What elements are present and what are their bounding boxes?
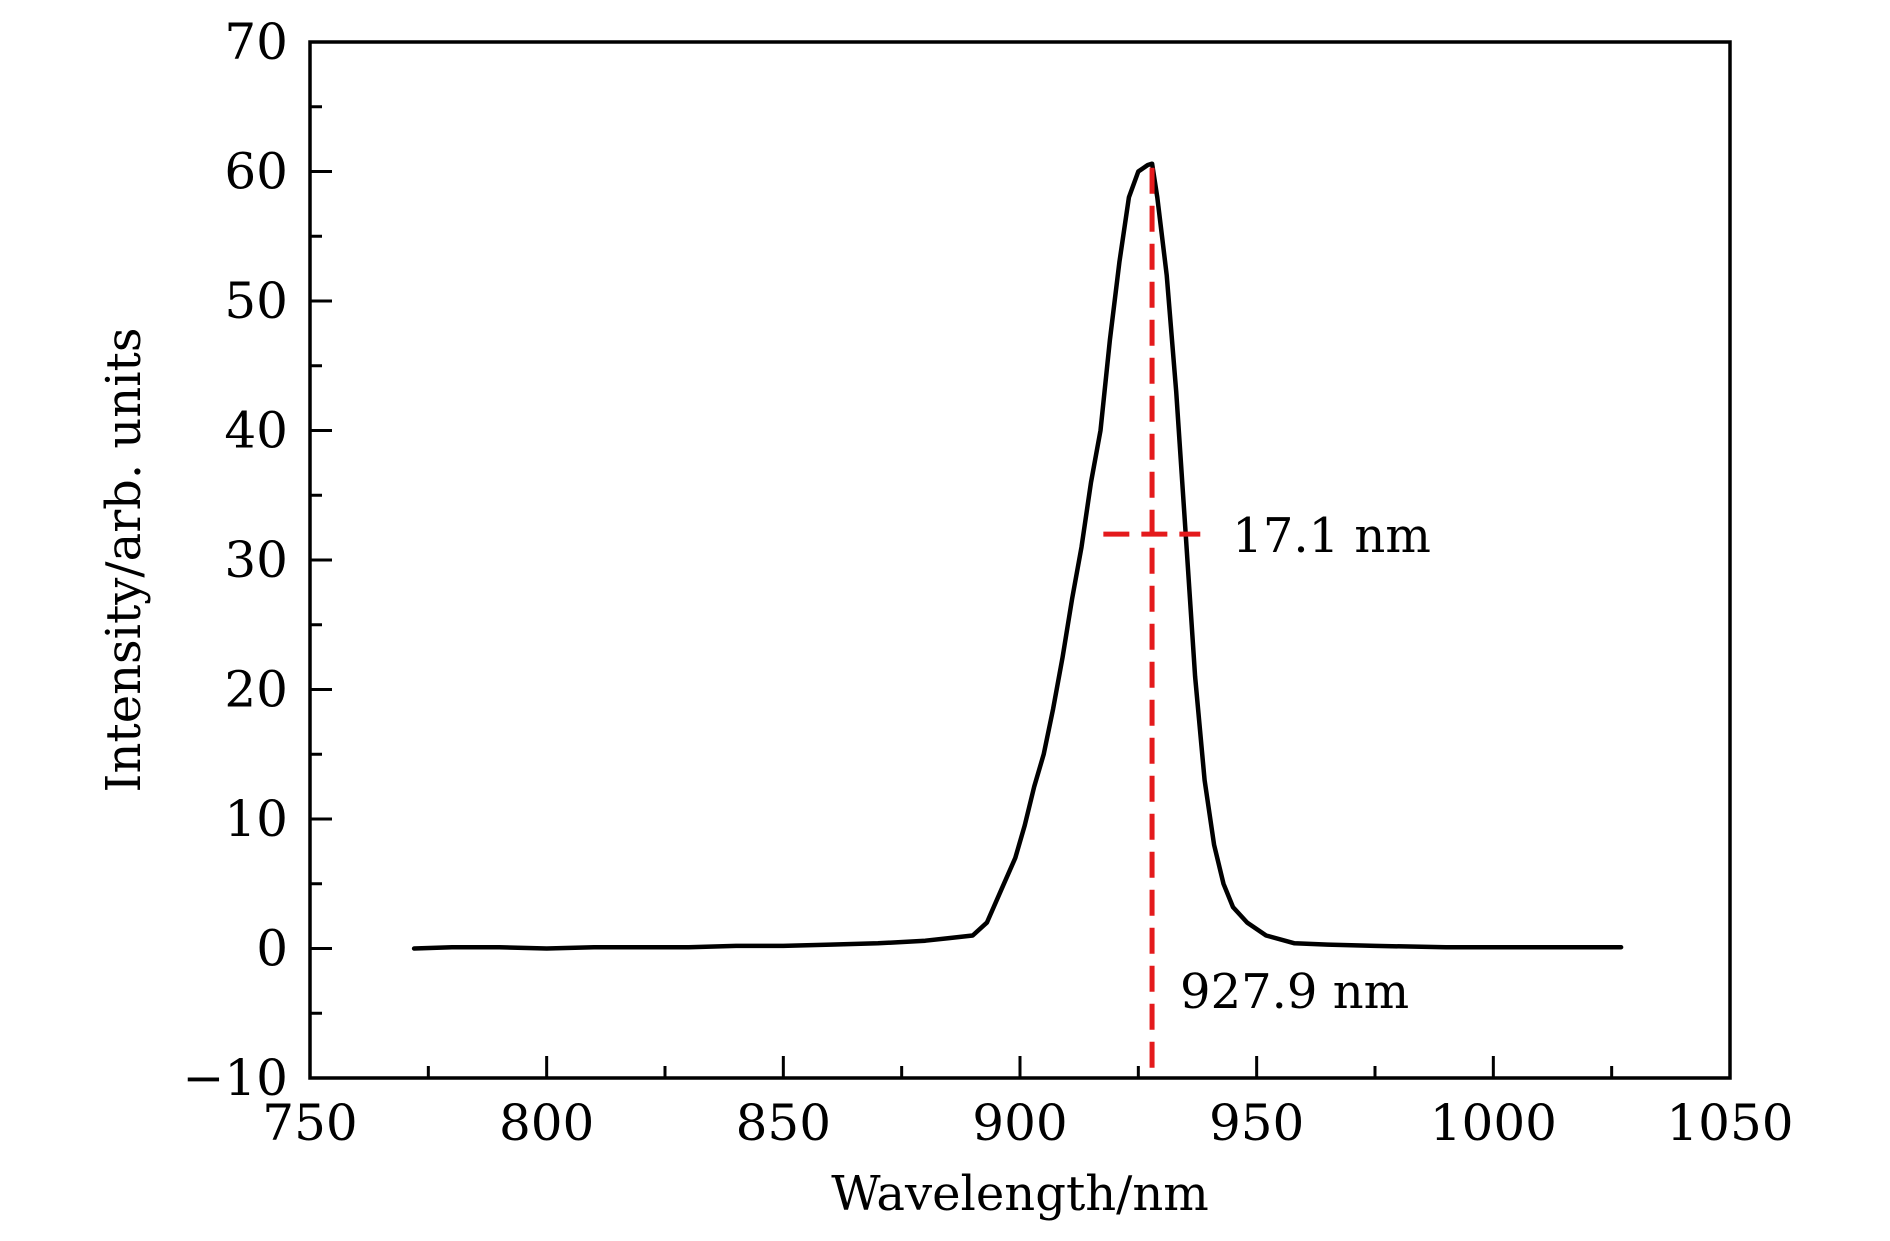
x-tick-label: 800 bbox=[499, 1094, 594, 1152]
x-tick-label: 1000 bbox=[1430, 1094, 1557, 1152]
y-axis-label: Intensity/arb. units bbox=[96, 328, 152, 793]
series-layer bbox=[411, 161, 1624, 951]
y-axis-ticks: −10 0 10 20 30 40 50 60 70 bbox=[182, 13, 332, 1107]
plot-frame bbox=[308, 40, 1732, 1080]
y-tick-label: 0 bbox=[256, 920, 288, 978]
x-axis-label: Wavelength/nm bbox=[831, 1166, 1209, 1222]
y-tick-label: 50 bbox=[224, 272, 288, 330]
y-tick-label: 30 bbox=[224, 531, 288, 589]
x-axis-ticks: 750 800 850 900 950 1000 1050 bbox=[262, 1056, 1794, 1152]
x-tick-label: 950 bbox=[1209, 1094, 1304, 1152]
y-tick-label: 60 bbox=[224, 143, 288, 201]
peak-wavelength-label: 927.9 nm bbox=[1180, 964, 1409, 1020]
y-tick-label: 10 bbox=[224, 790, 288, 848]
series-line-0 bbox=[411, 161, 1624, 951]
annotation-layer: 17.1 nm 927.9 nm bbox=[1103, 167, 1431, 1078]
y-tick-label: 70 bbox=[224, 13, 288, 71]
x-tick-label: 850 bbox=[736, 1094, 831, 1152]
y-tick-label: 40 bbox=[224, 402, 288, 460]
x-tick-label: 900 bbox=[972, 1094, 1067, 1152]
y-tick-label: 20 bbox=[224, 661, 288, 719]
y-tick-label: −10 bbox=[182, 1049, 288, 1107]
x-tick-label: 1050 bbox=[1666, 1094, 1793, 1152]
x-tick-label: 750 bbox=[262, 1094, 357, 1152]
fwhm-label: 17.1 nm bbox=[1232, 508, 1431, 564]
